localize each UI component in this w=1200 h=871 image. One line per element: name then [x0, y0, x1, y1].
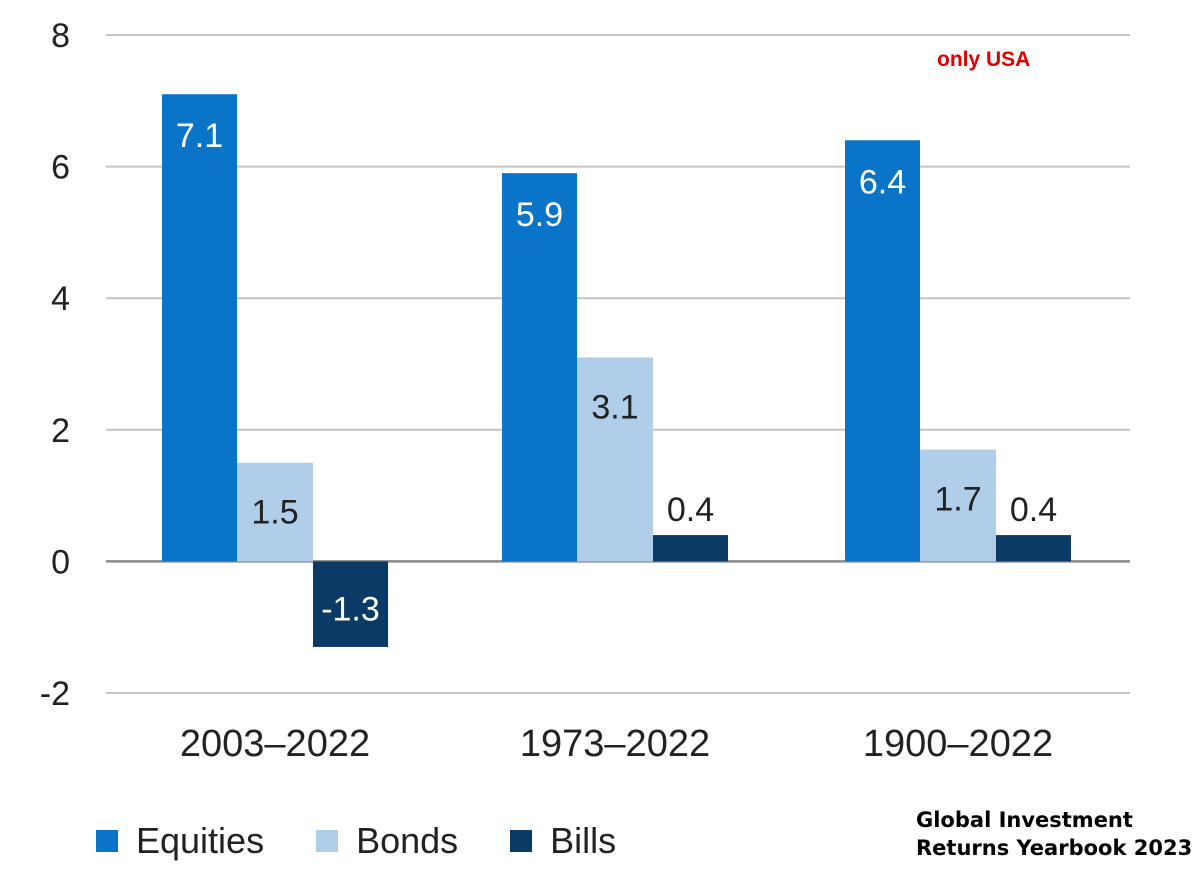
- bar-equities-1: [162, 94, 237, 562]
- source-line-1: Global Investment: [916, 808, 1133, 832]
- bar-bonds-1: [237, 462, 313, 562]
- y-tick-label: 8: [51, 17, 70, 55]
- data-label-equities-2: 5.9: [516, 196, 563, 234]
- x-axis-categories: 2003–2022 1973–2022 1900–2022: [180, 723, 1053, 765]
- data-label-equities-3: 6.4: [859, 163, 906, 201]
- source-line-2: Returns Yearbook 2023: [916, 836, 1193, 860]
- data-label-bonds-1: 1.5: [251, 494, 298, 532]
- x-category-label: 1900–2022: [863, 723, 1053, 765]
- legend-label-equities: Equities: [136, 820, 265, 861]
- bar-bonds-3: [920, 449, 996, 562]
- x-category-label: 2003–2022: [180, 723, 370, 765]
- legend: Equities Bonds Bills: [96, 816, 668, 866]
- data-label-bills-3: 0.4: [1010, 491, 1057, 529]
- data-label-equities-1: 7.1: [176, 117, 223, 155]
- source-note: Global Investment Returns Yearbook 2023: [916, 806, 1192, 862]
- legend-item-bills: Bills: [510, 820, 616, 862]
- legend-label-bills: Bills: [550, 820, 617, 861]
- data-label-bonds-3: 1.7: [934, 481, 981, 519]
- x-category-label: 1973–2022: [520, 723, 710, 765]
- bar-bills-2: [653, 535, 728, 562]
- data-labels: 7.1 1.5 -1.3 5.9 3.1 0.4 6.4 1.7 0.4: [176, 117, 1057, 628]
- bar-equities-3: [845, 140, 920, 562]
- y-tick-label: -2: [40, 675, 70, 713]
- legend-item-equities: Equities: [96, 820, 264, 862]
- legend-item-bonds: Bonds: [316, 820, 458, 862]
- annotation-only-usa: only USA: [937, 48, 1031, 71]
- y-tick-label: 4: [51, 280, 70, 318]
- legend-swatch-bonds: [316, 830, 339, 852]
- bar-equities-2: [502, 173, 577, 562]
- y-tick-label: 2: [51, 412, 70, 450]
- data-label-bills-1: -1.3: [321, 590, 380, 628]
- data-label-bonds-2: 3.1: [591, 388, 638, 426]
- y-tick-label: 6: [51, 149, 70, 187]
- y-axis-ticks: 8 6 4 2 0 -2: [40, 17, 70, 713]
- legend-label-bonds: Bonds: [356, 820, 459, 861]
- y-tick-label: 0: [51, 543, 70, 581]
- bars: [162, 94, 1071, 647]
- bar-bills-1: [313, 561, 388, 647]
- bar-bills-3: [996, 535, 1071, 562]
- bar-bonds-2: [577, 357, 653, 562]
- legend-swatch-equities: [96, 830, 118, 852]
- data-label-bills-2: 0.4: [667, 491, 714, 529]
- legend-swatch-bills: [510, 830, 533, 852]
